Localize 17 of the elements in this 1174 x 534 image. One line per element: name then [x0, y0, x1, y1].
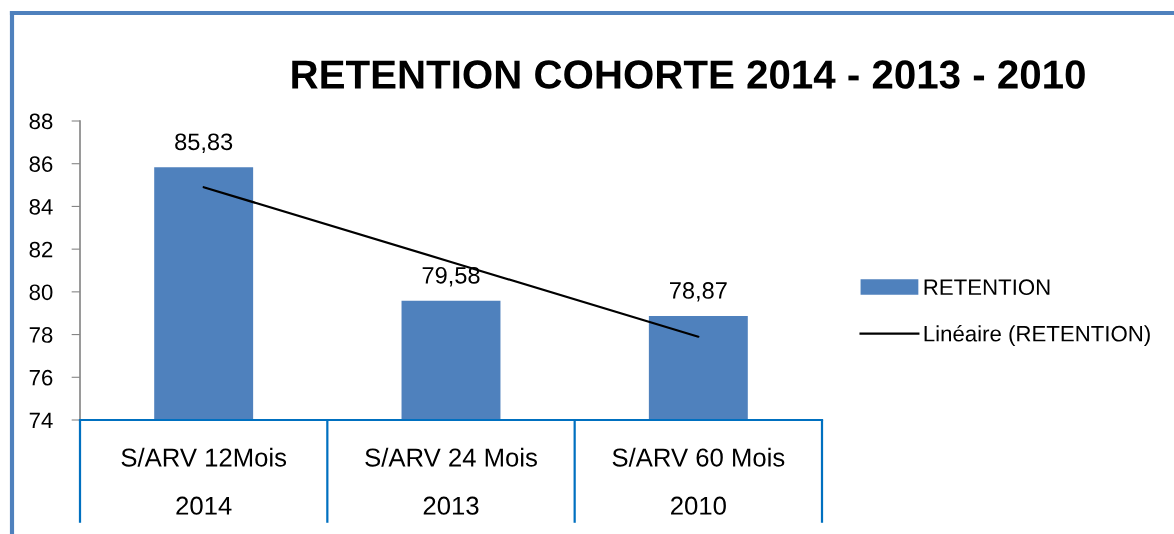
- y-tick-label: 76: [29, 369, 53, 386]
- y-tick-label: 80: [29, 284, 53, 301]
- data-label: 78,87: [670, 282, 727, 302]
- x-tick-label: S/ARV 60 Mois 2010: [612, 447, 785, 515]
- x-tick-label: S/ARV 12Mois 2014: [121, 447, 287, 515]
- y-tick-label: 82: [29, 241, 53, 258]
- y-tick-label: 88: [29, 113, 53, 130]
- y-tick-label: 78: [29, 327, 53, 343]
- y-tick-label: 86: [29, 156, 53, 172]
- data-label: 79,58: [422, 266, 480, 287]
- data-label: 85,83: [175, 133, 233, 153]
- y-tick-label: 74: [29, 412, 53, 429]
- y-tick-label: 84: [29, 198, 53, 215]
- x-tick-label: S/ARV 24 Mois 2013: [365, 447, 537, 515]
- legend-label: Linéaire (RETENTION): [924, 325, 1150, 346]
- legend-label: RETENTION: [924, 279, 1050, 296]
- chart-title: RETENTION COHORTE 2014 - 2013 - 2010: [292, 60, 1085, 89]
